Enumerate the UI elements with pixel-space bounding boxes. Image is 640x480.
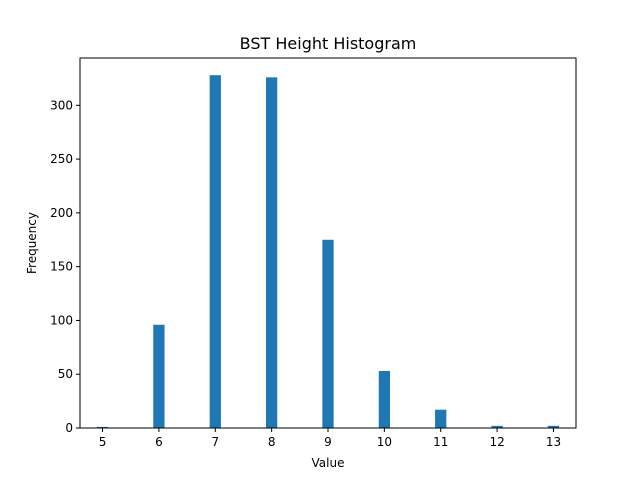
chart-title: BST Height Histogram <box>240 34 417 53</box>
x-tick-label: 11 <box>433 435 448 449</box>
histogram-bar <box>435 409 447 428</box>
histogram-bar <box>96 426 109 428</box>
plot-area-frame <box>79 57 577 429</box>
x-tick-label: 7 <box>211 435 219 449</box>
histogram-bar <box>491 425 503 428</box>
x-tick-label: 5 <box>99 435 107 449</box>
x-axis-label: Value <box>312 456 345 470</box>
y-tick-label: 50 <box>58 367 73 381</box>
x-tick-label: 10 <box>377 435 392 449</box>
y-axis-ticks: 0 50 100 150 200 250 300 <box>50 98 80 435</box>
x-axis-ticks: 5 6 7 8 9 10 11 12 13 <box>99 428 561 449</box>
bars-group <box>96 75 560 429</box>
x-tick-label: 9 <box>324 435 332 449</box>
y-axis-label: Frequency <box>25 212 39 274</box>
x-tick-label: 12 <box>489 435 504 449</box>
histogram-bar <box>153 324 165 428</box>
y-tick-label: 200 <box>50 206 73 220</box>
y-tick-label: 0 <box>65 421 73 435</box>
histogram-bar <box>547 425 560 428</box>
x-tick-label: 13 <box>546 435 561 449</box>
histogram-bar <box>266 77 278 428</box>
histogram-bar <box>209 75 221 429</box>
histogram-bar <box>322 239 334 428</box>
y-tick-label: 250 <box>50 152 73 166</box>
x-tick-label: 8 <box>268 435 276 449</box>
histogram-bar <box>378 370 390 428</box>
y-tick-label: 100 <box>50 313 73 327</box>
x-tick-label: 6 <box>155 435 163 449</box>
y-tick-label: 150 <box>50 260 73 274</box>
y-tick-label: 300 <box>50 98 73 112</box>
